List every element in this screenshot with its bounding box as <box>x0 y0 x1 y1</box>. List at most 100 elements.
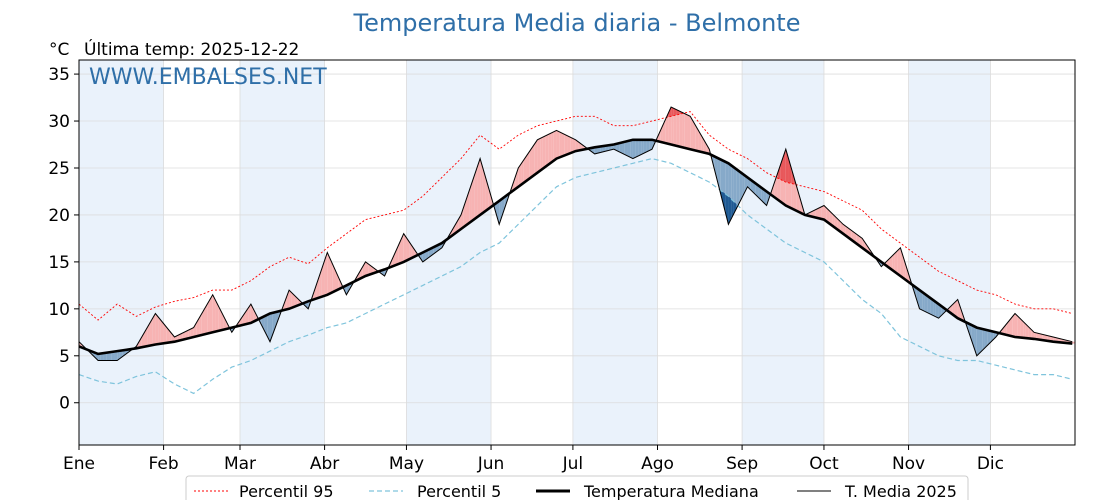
month-band-nov <box>908 60 991 445</box>
fill-above-median <box>512 176 516 191</box>
fill-above-median <box>482 167 486 213</box>
fill-below-median <box>264 314 268 337</box>
fill-below-median <box>976 327 980 356</box>
fill-above-median <box>190 327 194 338</box>
fill-above-median <box>360 266 363 279</box>
fill-below-median <box>739 171 743 203</box>
fill-below-p5 <box>725 194 729 225</box>
fill-above-median <box>1006 320 1010 336</box>
fill-above-median <box>673 108 677 146</box>
fill-above-median <box>957 299 961 320</box>
fill-above-median <box>248 304 251 324</box>
chart-title: Temperatura Media diaria - Belmonte <box>353 9 801 37</box>
fill-below-median <box>425 249 429 260</box>
fill-above-median <box>545 134 549 167</box>
fill-above-median <box>578 141 582 151</box>
x-tick-label-sep: Sep <box>726 454 758 474</box>
fill-above-median <box>455 219 459 234</box>
fill-above-median <box>553 130 557 161</box>
fill-above-median <box>199 313 202 336</box>
fill-above-median <box>316 276 320 299</box>
fill-above-median <box>534 139 538 175</box>
fill-above-median <box>818 206 822 219</box>
fill-below-median <box>742 173 745 198</box>
y-tick-label: 25 <box>48 159 70 179</box>
series-line-median <box>78 138 1073 356</box>
fill-below-median <box>594 146 598 154</box>
fill-above-median <box>403 233 407 262</box>
fill-below-median <box>109 351 112 361</box>
y-tick-label: 35 <box>48 65 70 85</box>
fill-below-median <box>641 139 644 155</box>
month-band-mar <box>239 60 325 445</box>
fill-above-median <box>1023 321 1026 339</box>
fill-above-median <box>330 258 333 294</box>
fill-below-median <box>619 142 623 154</box>
fill-above-median <box>368 263 371 276</box>
fill-above-median <box>201 308 205 335</box>
fill-above-median <box>1028 326 1032 339</box>
fill-below-median <box>635 139 639 158</box>
fill-above-median <box>662 119 666 144</box>
fill-below-median <box>114 351 118 361</box>
fill-below-median <box>616 143 620 152</box>
fill-below-median <box>98 353 101 361</box>
fill-above-median <box>469 182 472 223</box>
fill-above-median <box>537 138 541 173</box>
fill-below-median <box>982 328 985 351</box>
x-tick-label-jul: Jul <box>562 454 584 474</box>
fill-above-median <box>903 256 906 280</box>
fill-below-median <box>979 328 983 354</box>
y-tick-label: 10 <box>48 300 70 320</box>
fill-above-median <box>660 125 663 143</box>
fill-above-p95 <box>780 157 784 181</box>
fill-above-median <box>171 333 175 343</box>
fill-above-median <box>1072 341 1075 344</box>
fill-above-median <box>826 208 830 224</box>
fill-above-median <box>518 163 522 187</box>
fill-above-median <box>1012 313 1015 338</box>
fill-above-median <box>155 313 159 345</box>
fill-below-median <box>261 316 265 331</box>
fill-above-median <box>215 300 219 332</box>
fill-above-median <box>837 218 841 232</box>
fill-below-median <box>930 298 934 316</box>
fill-below-median <box>100 353 104 361</box>
fill-above-median <box>166 326 170 343</box>
fill-below-median <box>638 139 642 156</box>
x-tick-label-feb: Feb <box>149 454 179 474</box>
fill-above-median <box>542 135 546 169</box>
fill-above-median <box>471 174 475 221</box>
y-tick-label: 5 <box>59 347 70 367</box>
fill-above-median <box>572 138 576 153</box>
fill-above-median <box>480 158 483 215</box>
fill-below-median <box>643 139 647 154</box>
fill-below-median <box>990 330 994 343</box>
fill-above-median <box>690 116 693 150</box>
month-band-ene <box>79 60 164 445</box>
fill-below-median <box>971 324 975 348</box>
fill-above-median <box>332 264 336 293</box>
fill-below-median <box>984 329 988 348</box>
fill-above-p95 <box>783 149 786 183</box>
legend: Percentil 95 Percentil 5 Temperatura Med… <box>185 475 969 500</box>
x-tick-label-dic: Dic <box>977 454 1004 474</box>
fill-below-median <box>987 330 991 346</box>
fill-above-median <box>313 284 317 300</box>
fill-above-median <box>954 299 958 319</box>
x-tick-label-ago: Ago <box>641 454 674 474</box>
fill-above-median <box>158 316 161 345</box>
fill-above-median <box>799 196 803 214</box>
y-axis-ticks: 0 5 10 15 20 25 30 35 <box>48 65 79 414</box>
fill-above-median <box>695 125 699 152</box>
fill-above-median <box>204 304 208 335</box>
fill-below-p5 <box>733 201 737 214</box>
fill-above-median <box>682 112 685 148</box>
fill-below-median <box>763 189 767 206</box>
fill-above-median <box>477 158 481 217</box>
fill-below-median <box>103 352 107 361</box>
fill-above-median <box>207 299 210 334</box>
fill-above-median <box>409 241 412 260</box>
fill-below-median <box>422 251 426 262</box>
